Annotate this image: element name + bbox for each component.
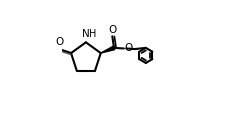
Text: H: H: [89, 29, 96, 39]
Polygon shape: [101, 46, 115, 53]
Text: N: N: [82, 29, 90, 39]
Text: O: O: [55, 37, 64, 47]
Text: O: O: [124, 43, 133, 53]
Text: O: O: [108, 25, 117, 35]
